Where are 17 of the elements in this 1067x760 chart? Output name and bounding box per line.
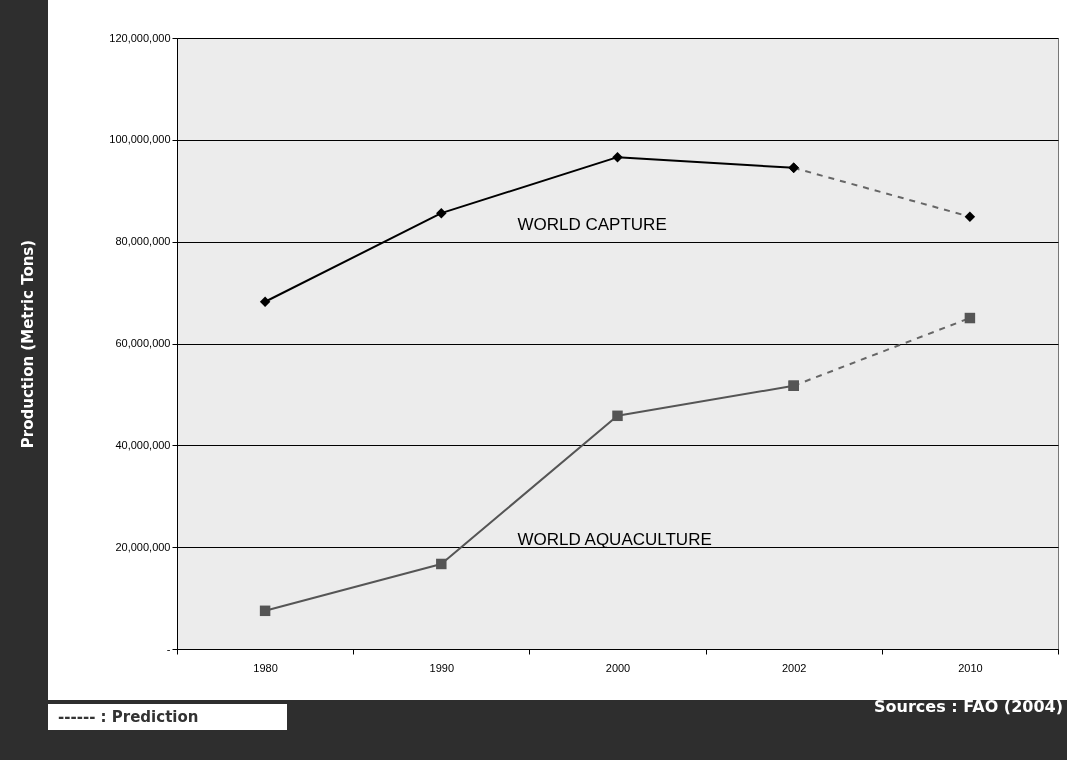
x-tick-label: 2010: [958, 661, 983, 674]
y-tick-label: 40,000,000: [115, 438, 171, 451]
y-tick-label: 20,000,000: [115, 540, 171, 553]
y-tick-label: 100,000,000: [109, 133, 171, 146]
x-tick-label: 2002: [781, 661, 807, 674]
y-tick-label: 80,000,000: [115, 235, 171, 248]
x-tick-label: 1990: [429, 661, 455, 674]
y-tick-label: 60,000,000: [115, 337, 171, 349]
y-tick-label: -: [166, 642, 171, 655]
source-note: Sources : FAO (2004): [874, 697, 1063, 716]
y-axis-title: Production (Metric Tons): [18, 239, 37, 449]
series-label: WORLD AQUACULTURE: [517, 529, 712, 549]
y-tick-label: 120,000,000: [109, 31, 171, 44]
x-tick-label: 2000: [605, 661, 631, 674]
x-tick-label: 1980: [253, 661, 278, 674]
series-label: WORLD CAPTURE: [517, 215, 667, 235]
text: ------ : Prediction: [48, 704, 287, 730]
